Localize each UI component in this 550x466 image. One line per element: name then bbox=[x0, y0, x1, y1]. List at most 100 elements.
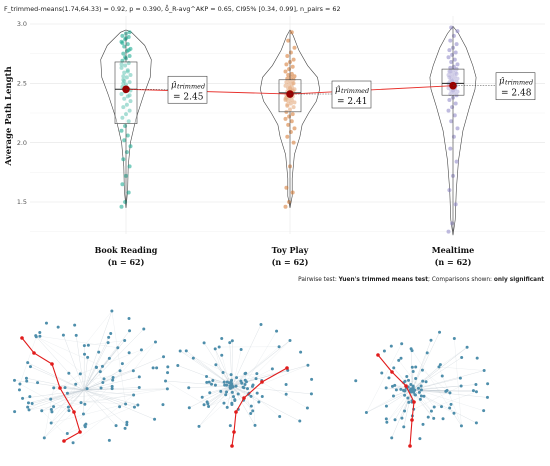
network-node bbox=[202, 341, 206, 345]
network-node bbox=[106, 341, 110, 345]
network-edge bbox=[229, 342, 233, 387]
network-edge bbox=[51, 384, 76, 424]
network-node bbox=[155, 366, 159, 370]
network-node bbox=[111, 378, 115, 382]
network-node bbox=[210, 382, 214, 386]
network-node bbox=[419, 388, 423, 392]
network-node bbox=[223, 383, 227, 387]
network-node bbox=[384, 386, 388, 390]
data-point bbox=[288, 50, 293, 55]
network-edge bbox=[28, 389, 85, 411]
data-point bbox=[122, 138, 127, 143]
network-node bbox=[49, 421, 53, 425]
pairwise-footnote: Pairwise test: Yuen's trimmed means test… bbox=[298, 277, 544, 283]
mu-symbol: μ̂ bbox=[171, 79, 177, 90]
network-edge bbox=[32, 389, 85, 404]
network-node bbox=[382, 349, 386, 353]
network-node bbox=[409, 390, 413, 394]
data-point bbox=[451, 134, 456, 139]
y-tick-label: 3.0 bbox=[17, 20, 27, 28]
network-node bbox=[40, 409, 44, 413]
network-node bbox=[432, 405, 436, 409]
network-node bbox=[458, 376, 462, 380]
trimmed-subscript: trimmed bbox=[177, 82, 205, 90]
network-node bbox=[26, 405, 30, 409]
network-edge bbox=[438, 366, 485, 371]
network-node bbox=[116, 346, 120, 350]
network-edge bbox=[44, 387, 54, 438]
network-node bbox=[407, 400, 411, 404]
mean-value-label: = 2.45 bbox=[173, 92, 204, 102]
x-category-label: Toy Play bbox=[272, 245, 309, 255]
network-edge bbox=[203, 385, 233, 405]
network-node bbox=[429, 338, 433, 342]
network-node bbox=[432, 416, 436, 420]
network-node bbox=[153, 340, 157, 344]
y-tick-label: 1.5 bbox=[17, 198, 27, 206]
network-node bbox=[384, 417, 388, 421]
network-node bbox=[153, 417, 157, 421]
network-node bbox=[125, 420, 129, 424]
network-node bbox=[380, 371, 384, 375]
data-point bbox=[291, 57, 296, 62]
network-edge bbox=[231, 365, 308, 387]
network-node bbox=[107, 335, 111, 339]
x-category-n: (n = 62) bbox=[272, 257, 309, 267]
network-node bbox=[394, 388, 398, 392]
network-node bbox=[220, 353, 224, 357]
network-edge bbox=[180, 350, 237, 378]
network-node bbox=[184, 349, 188, 353]
network-node bbox=[86, 355, 90, 359]
network-node bbox=[422, 394, 426, 398]
network-node bbox=[475, 356, 479, 360]
network-node bbox=[78, 372, 82, 376]
network-edge bbox=[231, 385, 300, 422]
path-node bbox=[32, 351, 36, 355]
mu-symbol: μ̂ bbox=[499, 76, 505, 87]
network-node bbox=[50, 410, 54, 414]
network-node bbox=[67, 371, 71, 375]
network-edge bbox=[133, 341, 156, 371]
network-node bbox=[228, 341, 232, 345]
network-node bbox=[413, 393, 417, 397]
network-node bbox=[421, 379, 425, 383]
network-edge bbox=[83, 388, 168, 391]
network-edge bbox=[68, 389, 85, 408]
network-edge bbox=[411, 377, 461, 391]
network-node bbox=[127, 317, 131, 321]
stats-line: F_trimmed-means(1.74,64.33) = 0.92, p = … bbox=[4, 4, 341, 13]
network-edge bbox=[411, 347, 468, 391]
network-edge bbox=[413, 385, 462, 410]
path-node bbox=[234, 410, 238, 414]
network-edge bbox=[189, 385, 233, 408]
violins bbox=[100, 25, 477, 236]
network-edge bbox=[19, 336, 37, 385]
network-node bbox=[437, 365, 441, 369]
network-edge bbox=[411, 370, 485, 391]
network-node bbox=[234, 384, 238, 388]
path-node bbox=[260, 380, 264, 384]
network-node bbox=[364, 411, 368, 415]
data-point bbox=[455, 29, 460, 34]
network-edge bbox=[232, 349, 242, 388]
data-point bbox=[448, 146, 453, 151]
data-point bbox=[121, 51, 126, 56]
network-edge bbox=[221, 355, 230, 383]
network-node bbox=[187, 386, 191, 390]
network-node bbox=[13, 410, 17, 414]
network-edge bbox=[83, 367, 97, 391]
data-point bbox=[128, 73, 133, 78]
network-node bbox=[28, 395, 32, 399]
data-point bbox=[288, 86, 292, 91]
network-node bbox=[387, 376, 391, 380]
trimmed-subscript: trimmed bbox=[505, 79, 533, 87]
network-node bbox=[225, 380, 229, 384]
network-node bbox=[260, 394, 264, 398]
data-point bbox=[289, 97, 294, 102]
data-point bbox=[128, 144, 133, 149]
network-node bbox=[165, 387, 169, 391]
network-edge bbox=[207, 386, 233, 404]
data-point bbox=[127, 30, 132, 35]
network-node bbox=[52, 405, 56, 409]
